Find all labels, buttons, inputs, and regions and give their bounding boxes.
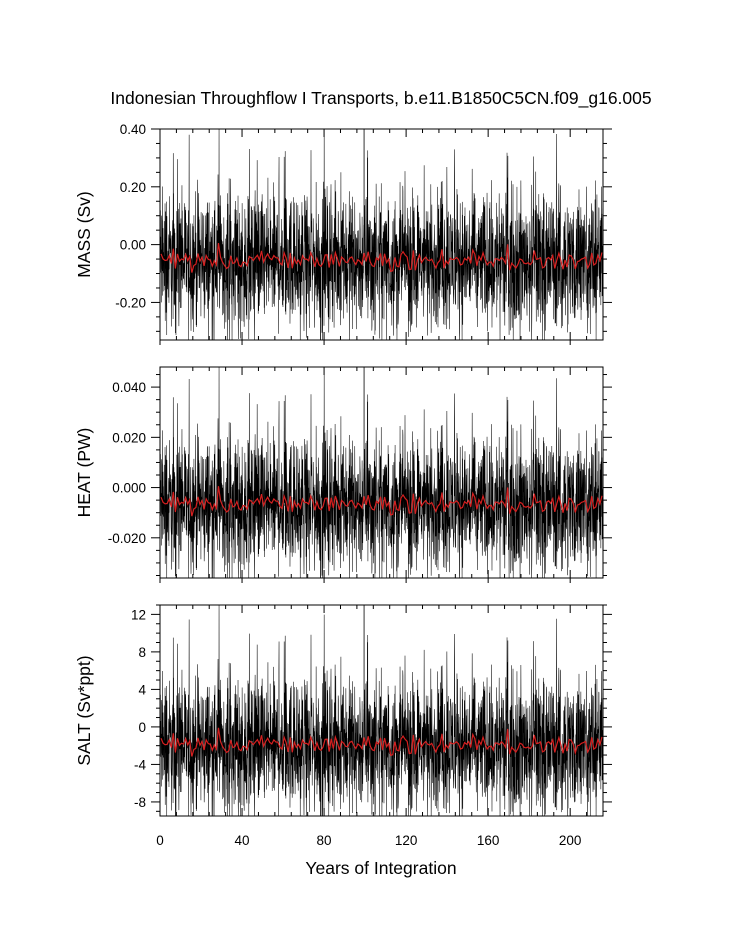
series-monthly-line xyxy=(159,604,604,817)
y-tick-label: 12 xyxy=(131,607,146,622)
y-axis-label: SALT (Sv*ppt) xyxy=(74,655,94,765)
series-monthly-line xyxy=(159,366,604,579)
panel-2: -0.020 0.000 0.020 0.040 HEAT (PW) xyxy=(74,366,612,583)
x-axis-label: Years of Integration xyxy=(305,858,456,878)
plot-frame xyxy=(159,366,604,579)
x-tick-label: 200 xyxy=(559,833,582,848)
series-monthly-line xyxy=(159,128,604,341)
y-tick-label: 4 xyxy=(138,682,146,697)
y-tick-label: -0.020 xyxy=(108,531,146,546)
x-tick-label: 80 xyxy=(317,833,332,848)
x-tick-label: 0 xyxy=(156,833,164,848)
series-annual-line xyxy=(160,243,603,273)
x-tick-label: 160 xyxy=(477,833,500,848)
chart-title: Indonesian Throughflow I Transports, b.e… xyxy=(110,88,651,109)
y-tick-label: 0.20 xyxy=(120,180,146,195)
plot-frame xyxy=(159,128,604,341)
panels: -0.20 0.00 0.20 0.40 MASS (Sv) -0.020 0.000 0.0… xyxy=(74,122,612,848)
y-tick-label: 0.000 xyxy=(112,481,146,496)
y-tick-label: -8 xyxy=(134,795,146,810)
plot-frame xyxy=(159,604,604,817)
y-tick-label: 0.040 xyxy=(112,380,146,395)
panel-3: -8 -4 0 4 8 12 SALT (Sv*ppt) 0 40 80 120 160 200 xyxy=(74,604,612,848)
y-tick-label: 0.40 xyxy=(120,122,146,137)
y-tick-label: 0.020 xyxy=(112,430,146,445)
panel-1: -0.20 0.00 0.20 0.40 MASS (Sv) xyxy=(74,122,612,345)
y-tick-label: 0 xyxy=(138,720,146,735)
x-tick-label: 120 xyxy=(395,833,418,848)
series-annual-line xyxy=(160,727,603,757)
y-axis-label: HEAT (PW) xyxy=(74,428,94,518)
y-axis-label: MASS (Sv) xyxy=(74,191,94,278)
y-tick-label: 8 xyxy=(138,645,146,660)
y-tick-label: -0.20 xyxy=(115,295,146,310)
x-tick-label: 40 xyxy=(235,833,250,848)
y-tick-label: 0.00 xyxy=(120,238,146,253)
y-tick-label: -4 xyxy=(134,757,146,772)
series-annual-line xyxy=(160,486,603,517)
